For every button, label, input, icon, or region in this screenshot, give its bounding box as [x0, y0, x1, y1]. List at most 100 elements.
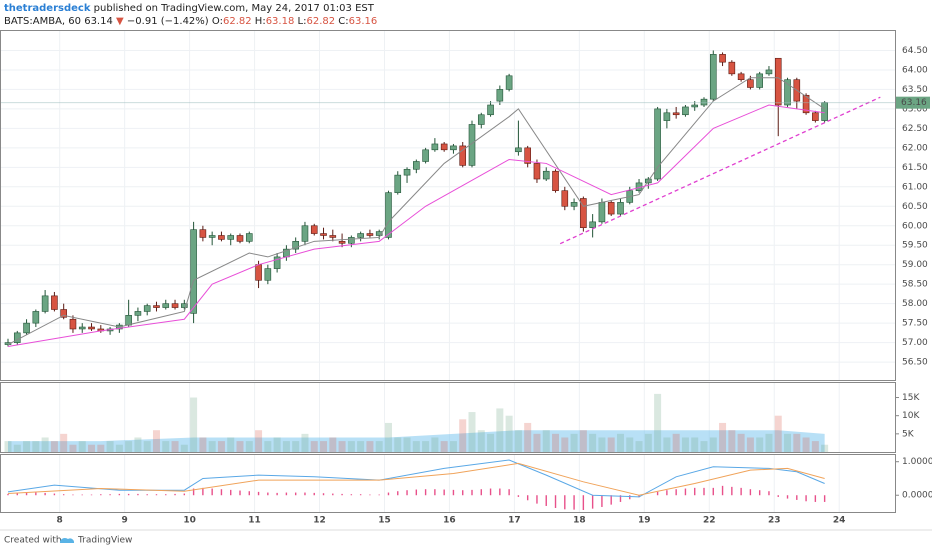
price-pane — [0, 30, 896, 381]
candle-body — [524, 147, 531, 164]
x-tick-label: 15 — [378, 516, 391, 526]
volume-bar — [635, 441, 643, 452]
volume-bar — [533, 433, 541, 452]
candle-body — [691, 104, 699, 108]
volume-bar — [292, 441, 300, 452]
macd-hist — [100, 494, 102, 496]
volume-bar — [245, 441, 253, 452]
macd-hist — [313, 492, 315, 496]
macd-hist — [285, 492, 288, 496]
volume-bar — [32, 441, 40, 452]
candle-body — [41, 295, 49, 312]
macd-hist — [267, 492, 269, 496]
candle-body — [338, 241, 346, 244]
volume-bar — [589, 433, 597, 452]
macd-hist — [796, 495, 798, 500]
macd-hist — [564, 495, 566, 510]
y-tick-label: 56.50 — [902, 358, 928, 368]
candle-body — [255, 264, 262, 281]
volume-bar — [746, 437, 754, 452]
volume-bar — [821, 444, 829, 452]
macd-hist — [174, 493, 176, 496]
candle-body — [366, 233, 374, 236]
macd-hist — [25, 492, 28, 496]
y-tick-label: 64.50 — [902, 46, 928, 56]
y-tick-label: 58.50 — [902, 280, 928, 290]
volume-bar — [264, 441, 272, 452]
volume-bar — [793, 433, 801, 452]
y-tick-label: 5K — [902, 429, 915, 439]
candle-body — [69, 318, 77, 330]
x-tick-label: 17 — [508, 516, 521, 526]
volume-bar — [802, 437, 810, 452]
candle-body — [700, 98, 708, 106]
macd-hist — [155, 494, 158, 496]
volume-bar — [672, 433, 680, 452]
y-tick-label: 63.50 — [902, 85, 928, 95]
macd-hist — [332, 493, 334, 496]
volume-bar — [719, 422, 727, 452]
candle-body — [663, 112, 671, 121]
candle-body — [245, 233, 253, 242]
volume-bar — [756, 437, 764, 452]
candle-body — [422, 149, 429, 162]
candle-body — [264, 268, 272, 281]
y-tick-label: 62.50 — [902, 124, 928, 134]
candle-body — [413, 161, 420, 170]
macd-hist — [257, 491, 260, 496]
volume-bar — [774, 415, 782, 452]
volume-bar — [644, 433, 652, 452]
volume-bar — [765, 433, 773, 452]
macd-hist — [118, 493, 121, 496]
macd-hist — [192, 488, 195, 496]
candle-body — [589, 221, 596, 229]
macd-hist — [629, 495, 631, 500]
h: 63.18 — [266, 16, 295, 27]
candle-body — [143, 305, 151, 312]
candle-body — [153, 305, 160, 308]
volume-bar — [598, 437, 606, 452]
macd-hist — [304, 492, 306, 496]
macd-hist — [666, 490, 668, 496]
volume-bar — [366, 441, 374, 452]
macd-hist — [44, 492, 46, 496]
macd-hist — [62, 494, 65, 496]
volume-bar — [700, 441, 708, 452]
candle-body — [580, 198, 587, 229]
candle-body — [23, 322, 30, 334]
volume-bar — [663, 437, 671, 452]
macd-hist — [694, 487, 696, 496]
macd-hist — [814, 495, 817, 502]
candle-body — [348, 237, 355, 244]
macd-line — [7, 459, 825, 498]
macd-hist — [72, 494, 74, 496]
candle-body — [171, 303, 179, 308]
candle-body — [802, 94, 810, 114]
candle-body — [672, 112, 680, 116]
volume-bar — [255, 430, 263, 452]
macd-hist — [471, 489, 473, 496]
macd-hist — [443, 489, 445, 496]
ma-slow — [7, 104, 825, 347]
l-label: L: — [298, 16, 307, 27]
x-tick-label: 18 — [573, 516, 586, 526]
volume-bar — [13, 444, 21, 452]
volume-bar — [449, 441, 457, 452]
c-label: C: — [338, 16, 348, 27]
macd-hist — [712, 487, 714, 496]
x-tick-label: 19 — [638, 516, 651, 526]
candle-body — [310, 225, 318, 234]
volume-bar — [468, 412, 476, 452]
candle-body — [756, 73, 763, 88]
macd-hist — [127, 493, 130, 496]
macd-hist — [721, 485, 724, 496]
macd-hist — [536, 495, 538, 504]
candle-body — [60, 309, 67, 318]
o-label: O: — [212, 16, 223, 27]
macd-hist — [165, 494, 167, 496]
candle-body — [561, 190, 569, 207]
macd-hist — [526, 495, 529, 501]
macd-hist — [703, 487, 705, 496]
candle-body — [682, 106, 689, 116]
